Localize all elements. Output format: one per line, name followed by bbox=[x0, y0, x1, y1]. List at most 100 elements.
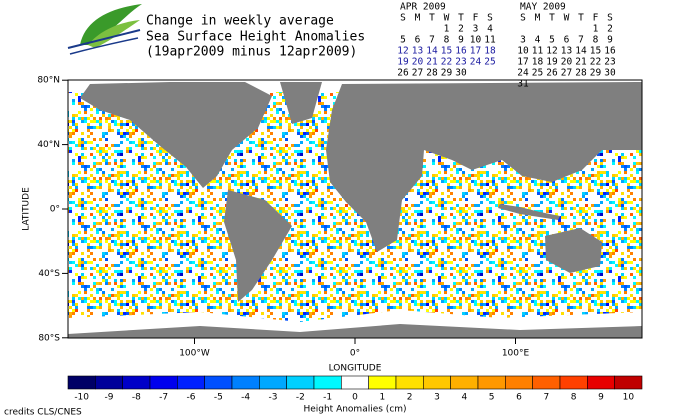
weekday: S bbox=[400, 13, 406, 24]
colorbar-tick-label: 10 bbox=[623, 393, 635, 403]
day: 21 bbox=[426, 57, 438, 68]
colorbar-box bbox=[614, 375, 643, 390]
colorbar-tick-label: 2 bbox=[407, 393, 413, 403]
colorbar-tick-label: -2 bbox=[296, 393, 305, 403]
day: 28 bbox=[426, 68, 438, 79]
colorbar-tick-label: -3 bbox=[269, 393, 278, 403]
day: 25 bbox=[484, 57, 495, 68]
colorbar-tick-label: 9 bbox=[598, 393, 604, 403]
day: 26 bbox=[397, 68, 409, 79]
day: 12 bbox=[546, 46, 557, 57]
weekday: S bbox=[487, 13, 493, 24]
weekday: T bbox=[458, 13, 464, 24]
day: 3 bbox=[473, 24, 479, 35]
colorbar-box bbox=[559, 375, 588, 390]
weekday: T bbox=[429, 13, 435, 24]
colorbar-box bbox=[505, 375, 533, 390]
calendar-title: APR 2009 bbox=[400, 2, 446, 13]
day: 17 bbox=[470, 46, 481, 57]
day: 21 bbox=[575, 57, 587, 68]
day: 5 bbox=[400, 35, 406, 46]
day: 10 bbox=[517, 46, 529, 57]
x-tick-label: 100°E bbox=[502, 349, 530, 359]
colorbar-box bbox=[204, 375, 233, 390]
weekday: M bbox=[415, 13, 421, 24]
calendar-title: MAY 2009 bbox=[520, 2, 566, 13]
x-tick-label: 0° bbox=[350, 349, 360, 359]
colorbar-tick-label: 0 bbox=[352, 393, 358, 403]
colorbar-tick-label: -7 bbox=[159, 393, 168, 403]
y-tick-label: 0° bbox=[50, 205, 60, 215]
day: 11 bbox=[532, 46, 544, 57]
day: 31 bbox=[517, 79, 529, 90]
day: 1 bbox=[593, 24, 599, 35]
day: 20 bbox=[561, 57, 573, 68]
day: 29 bbox=[441, 68, 453, 79]
colorbar-box bbox=[67, 375, 96, 390]
day: 27 bbox=[412, 68, 423, 79]
day: 1 bbox=[444, 24, 450, 35]
colorbar-tick-label: 1 bbox=[379, 393, 385, 403]
colorbar-box bbox=[95, 375, 123, 390]
colorbar-box bbox=[450, 375, 479, 390]
weekday: M bbox=[535, 13, 541, 24]
y-axis-label: LATITUDE bbox=[22, 187, 32, 231]
day: 8 bbox=[593, 35, 599, 46]
day: 20 bbox=[412, 57, 424, 68]
day: 6 bbox=[564, 35, 570, 46]
day: 9 bbox=[458, 35, 464, 46]
day: 5 bbox=[549, 35, 555, 46]
colorbar-tick-label: -1 bbox=[323, 393, 332, 403]
day: 30 bbox=[455, 68, 467, 79]
colorbar-box bbox=[149, 375, 178, 390]
day: 9 bbox=[607, 35, 613, 46]
colorbar-box bbox=[122, 375, 151, 390]
day: 18 bbox=[532, 57, 544, 68]
day: 4 bbox=[487, 24, 493, 35]
day: 7 bbox=[578, 35, 584, 46]
colorbar-box bbox=[423, 375, 451, 390]
colorbar-tick-label: 6 bbox=[516, 393, 522, 403]
y-tick-label: 80°S bbox=[38, 333, 60, 343]
day: 13 bbox=[412, 46, 423, 57]
day: 16 bbox=[604, 46, 616, 57]
day: 15 bbox=[441, 46, 452, 57]
colorbar-tick-label: 7 bbox=[543, 393, 549, 403]
colorbar-tick-label: -6 bbox=[187, 393, 196, 403]
day: 24 bbox=[470, 57, 482, 68]
colorbar-box bbox=[231, 375, 260, 390]
y-tick-label: 40°S bbox=[38, 269, 60, 279]
y-tick-label: 40°N bbox=[37, 140, 60, 150]
colorbar-box bbox=[341, 375, 369, 390]
x-tick-label: 100°W bbox=[179, 349, 210, 359]
colorbar-box bbox=[286, 375, 315, 390]
x-axis-label: LONGITUDE bbox=[329, 364, 382, 374]
day: 7 bbox=[429, 35, 435, 46]
credits: credits CLS/CNES bbox=[4, 408, 82, 418]
day: 15 bbox=[590, 46, 601, 57]
day: 2 bbox=[458, 24, 464, 35]
colorbar-box bbox=[177, 375, 205, 390]
day: 23 bbox=[455, 57, 466, 68]
logo bbox=[67, 4, 142, 55]
weekday: T bbox=[549, 13, 555, 24]
day: 30 bbox=[604, 68, 616, 79]
day: 6 bbox=[415, 35, 421, 46]
colorbar-box bbox=[313, 375, 342, 390]
title-line: Change in weekly average bbox=[146, 14, 334, 29]
day: 25 bbox=[532, 68, 543, 79]
colorbar-tick-label: 3 bbox=[434, 393, 440, 403]
day: 10 bbox=[470, 35, 482, 46]
day: 14 bbox=[426, 46, 438, 57]
weekday: F bbox=[473, 13, 479, 24]
weekday: T bbox=[578, 13, 584, 24]
day: 2 bbox=[607, 24, 613, 35]
colorbar-box bbox=[532, 375, 561, 390]
day: 18 bbox=[484, 46, 496, 57]
day: 23 bbox=[604, 57, 615, 68]
day: 22 bbox=[590, 57, 601, 68]
day: 16 bbox=[455, 46, 467, 57]
day: 11 bbox=[484, 35, 496, 46]
colorbar-tick-label: -4 bbox=[241, 393, 250, 403]
day: 28 bbox=[575, 68, 587, 79]
